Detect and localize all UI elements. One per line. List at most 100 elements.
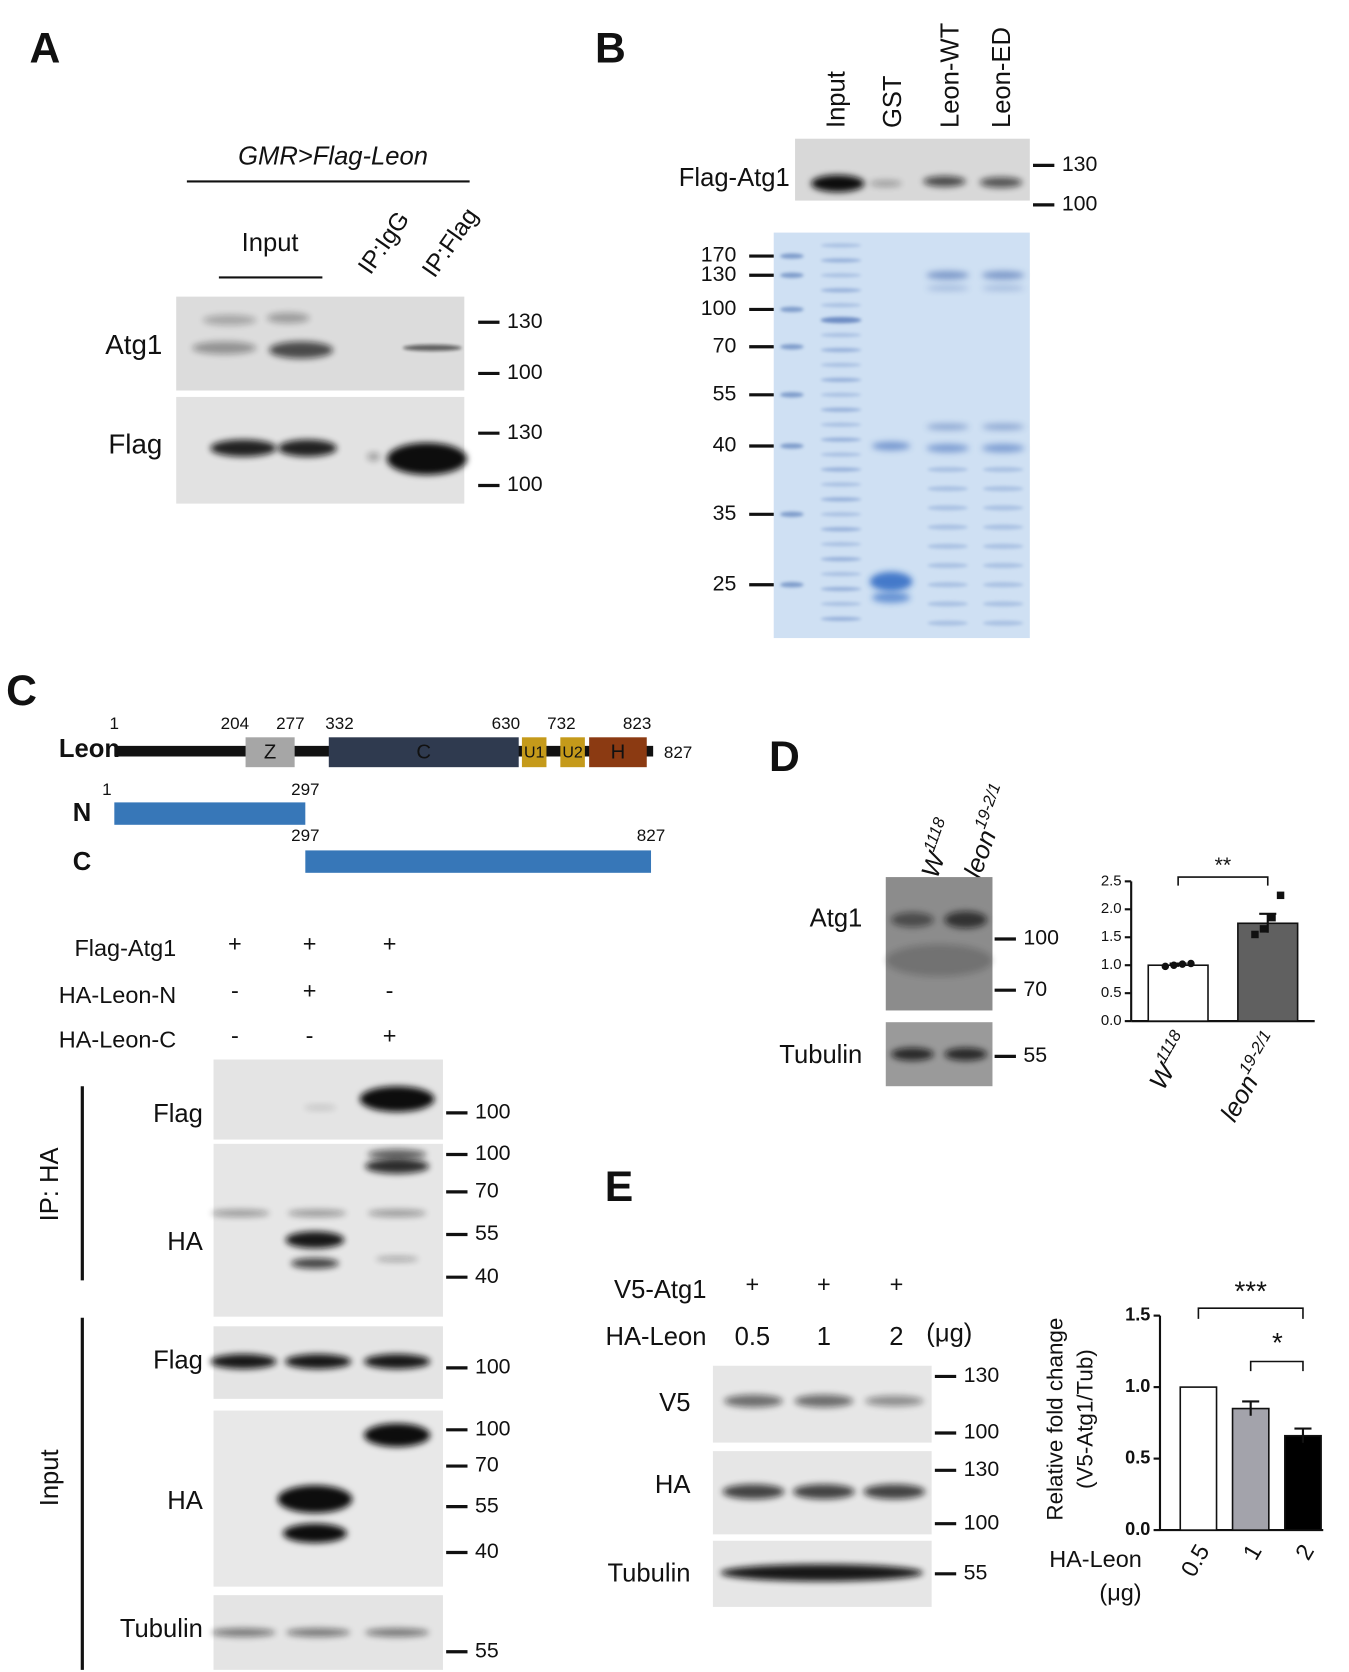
band: [794, 1394, 854, 1408]
band: [927, 582, 968, 588]
lane-label: W1118: [912, 814, 963, 881]
condition-label: HA-Leon-C: [59, 1027, 176, 1053]
band: [210, 439, 277, 457]
marker-label: 130: [507, 420, 543, 444]
construct-bar: [114, 802, 306, 825]
band: [811, 174, 865, 193]
band: [285, 1231, 345, 1249]
band: [780, 306, 804, 313]
band: [982, 524, 1024, 530]
significance-bracket: [1249, 1360, 1304, 1372]
band: [820, 497, 862, 502]
band: [290, 1258, 339, 1269]
band: [871, 592, 911, 603]
band: [820, 512, 862, 517]
band: [927, 466, 968, 473]
band: [927, 486, 968, 492]
group-label: IP: HA: [36, 1146, 64, 1221]
band: [820, 527, 862, 532]
position-label: 732: [547, 714, 575, 733]
domain-label: U1: [524, 745, 545, 762]
lane-label: Input: [823, 71, 851, 128]
marker-label: 170: [701, 243, 737, 267]
band: [885, 944, 993, 977]
band: [982, 620, 1024, 626]
y-tick-label: 1.0: [1101, 956, 1122, 973]
y-tick-label: 0.0: [1125, 1519, 1150, 1539]
label-superscript: 19-2/1: [971, 780, 1005, 831]
band: [364, 1354, 431, 1369]
marker-label: 55: [475, 1638, 499, 1662]
marker-label: 55: [964, 1560, 988, 1584]
y-tick-label: 2.5: [1101, 872, 1122, 889]
band: [367, 1149, 427, 1160]
band: [981, 423, 1025, 431]
band: [820, 452, 862, 457]
band: [926, 285, 969, 291]
construct-name: C: [73, 848, 91, 876]
data-point: [1259, 925, 1268, 933]
x-tick-label: leon19-2/1: [1211, 1027, 1287, 1126]
band: [944, 1047, 988, 1061]
position-label: 1: [102, 780, 112, 799]
band: [820, 482, 862, 487]
label-superscript: 1118: [1152, 1026, 1186, 1066]
marker-label: 100: [475, 1100, 511, 1124]
marker-label: 100: [507, 360, 543, 384]
band: [375, 1256, 419, 1262]
band: [210, 1209, 270, 1217]
band: [820, 332, 862, 338]
condition-sign: +: [817, 1271, 831, 1297]
condition-sign: +: [303, 978, 317, 1004]
condition-sign: +: [303, 931, 317, 957]
x-tick-label: 1: [1238, 1540, 1267, 1564]
band: [364, 1423, 431, 1447]
position-label: 827: [637, 826, 665, 845]
error-bar: [1259, 912, 1277, 933]
band: [724, 1394, 783, 1408]
significance-label: **: [1215, 853, 1232, 877]
band: [820, 467, 862, 472]
label-base: leon: [959, 826, 1002, 881]
band: [820, 392, 862, 397]
marker-label: 70: [713, 333, 737, 357]
domain: [245, 737, 295, 768]
band: [722, 1484, 785, 1500]
significance-label: ***: [1234, 1276, 1267, 1307]
lane-label: leon19-2/1: [954, 780, 1018, 881]
data-point: [1276, 891, 1285, 900]
marker-label: 70: [475, 1453, 499, 1477]
position-label: 827: [664, 743, 692, 762]
unit-label: (μg): [926, 1320, 972, 1348]
position-label: 204: [221, 714, 249, 733]
construct-name: N: [73, 799, 91, 827]
band: [926, 443, 969, 453]
band: [869, 180, 902, 187]
band: [720, 1564, 924, 1582]
x-axis-title: HA-Leon: [1049, 1546, 1142, 1572]
band: [820, 422, 862, 427]
domain-label: U2: [562, 745, 583, 762]
band: [981, 271, 1025, 280]
position-label: 297: [291, 780, 319, 799]
band: [982, 543, 1024, 549]
band: [820, 542, 862, 547]
band: [820, 437, 862, 442]
blot-label: Tubulin: [779, 1041, 862, 1069]
label-base: leon: [1215, 1070, 1263, 1126]
marker-label: 40: [475, 1539, 499, 1563]
band: [981, 285, 1025, 291]
band: [386, 442, 467, 475]
band: [304, 1104, 337, 1111]
band: [820, 407, 862, 412]
data-point: [1251, 930, 1259, 939]
y-tick-label: 1.5: [1101, 928, 1122, 945]
band: [944, 911, 988, 929]
panel-label: B: [595, 24, 626, 72]
bar: [1237, 922, 1299, 1022]
band: [927, 505, 968, 511]
band: [927, 620, 968, 626]
y-tick-label: 0.0: [1101, 1012, 1122, 1029]
band: [820, 571, 862, 577]
lane-label: Input: [242, 229, 299, 257]
